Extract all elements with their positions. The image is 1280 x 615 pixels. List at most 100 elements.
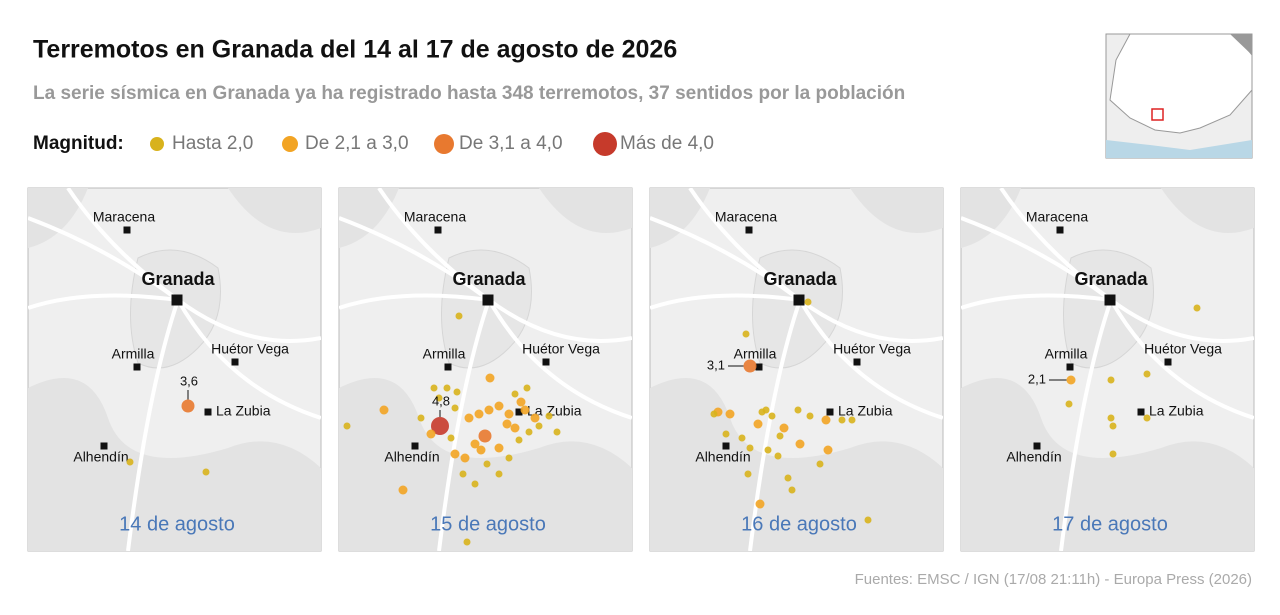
earthquake [483, 460, 491, 468]
earthquake [530, 413, 540, 423]
earthquake [743, 359, 757, 373]
earthquake [1066, 375, 1076, 385]
earthquake [417, 414, 425, 422]
earthquake [463, 538, 471, 546]
relief [961, 188, 1254, 248]
earthquake [460, 453, 470, 463]
relief [650, 188, 943, 248]
town-marker [793, 294, 805, 306]
earthquake [474, 409, 484, 419]
earthquake [431, 417, 449, 435]
earthquake [768, 412, 776, 420]
earthquake [516, 397, 526, 407]
earthquake [1107, 414, 1115, 422]
relief [28, 188, 321, 248]
legend-label: De 3,1 a 4,0 [459, 133, 563, 154]
relief [961, 378, 1254, 551]
town-label: Maracena [93, 209, 155, 225]
earthquake [398, 485, 408, 495]
legend-label: Más de 4,0 [620, 133, 714, 154]
town-label: Granada [763, 269, 837, 289]
earthquake [788, 486, 796, 494]
town-label: Armilla [423, 346, 466, 362]
town-label: Huétor Vega [833, 341, 911, 357]
town-label: La Zubia [527, 403, 582, 419]
earthquake [435, 394, 443, 402]
road [748, 299, 802, 551]
town-label: Alhendín [73, 449, 128, 465]
earthquake [502, 419, 512, 429]
town-marker [1104, 294, 1116, 306]
road [28, 293, 179, 310]
earthquake [823, 445, 833, 455]
inset-map [1105, 33, 1253, 159]
earthquake [776, 432, 784, 440]
town-label: Huétor Vega [1144, 341, 1222, 357]
town-marker [745, 226, 753, 234]
subtitle: La serie sísmica en Granada ya ha regist… [33, 83, 905, 104]
annotation: 4,8 [432, 393, 450, 408]
road [176, 299, 321, 420]
earthquake [722, 430, 730, 438]
road [688, 188, 802, 302]
town-label: La Zubia [1149, 403, 1204, 419]
earthquake [202, 468, 210, 476]
town-label: Maracena [404, 209, 466, 225]
earthquake [755, 499, 765, 509]
earthquake [744, 470, 752, 478]
earthquake [1193, 304, 1201, 312]
earthquake [535, 422, 543, 430]
road [377, 188, 491, 302]
town-marker [444, 363, 452, 371]
earthquake [379, 405, 389, 415]
town-marker [231, 358, 239, 366]
annotation: 3,1 [707, 357, 725, 372]
road [126, 299, 180, 551]
title: Terremotos en Granada del 14 al 17 de ag… [33, 36, 677, 64]
earthquake [795, 439, 805, 449]
earthquake [484, 405, 494, 415]
earthquake [455, 312, 463, 320]
town-label: Granada [452, 269, 526, 289]
earthquake [864, 516, 872, 524]
date-label: 15 de agosto [430, 513, 546, 535]
relief [28, 378, 321, 551]
earthquake [459, 470, 467, 478]
road [650, 293, 801, 310]
earthquake [821, 415, 831, 425]
town-label: Alhendín [1006, 449, 1061, 465]
map-panel: Maracena Granada Armilla Huétor Vega La Zubi… [27, 187, 322, 552]
earthquake [816, 460, 824, 468]
town-marker [171, 294, 183, 306]
date-label: 17 de agosto [1052, 513, 1168, 535]
map-panel: Maracena Granada Armilla Huétor Vega La Zubi… [649, 187, 944, 552]
earthquake [126, 458, 134, 466]
earthquake [779, 423, 789, 433]
road [66, 188, 180, 302]
town-label: La Zubia [216, 403, 271, 419]
road [1109, 299, 1254, 420]
town-label: La Zubia [838, 403, 893, 419]
town-marker [204, 408, 212, 416]
earthquake [515, 436, 523, 444]
town-marker [755, 363, 763, 371]
earthquake [784, 474, 792, 482]
earthquake [443, 384, 451, 392]
town-marker [1033, 442, 1041, 450]
earthquake [450, 449, 460, 459]
earthquake [471, 480, 479, 488]
earthquake [838, 416, 846, 424]
earthquake [426, 429, 436, 439]
relief [650, 378, 943, 551]
earthquake [764, 446, 772, 454]
base-map [650, 188, 943, 551]
town-label: Maracena [715, 209, 777, 225]
earthquake [525, 428, 533, 436]
town-label: Armilla [734, 346, 777, 362]
earthquake [1107, 376, 1115, 384]
town-marker [482, 294, 494, 306]
earthquake [520, 405, 530, 415]
earthquake [725, 409, 735, 419]
road [339, 293, 490, 310]
